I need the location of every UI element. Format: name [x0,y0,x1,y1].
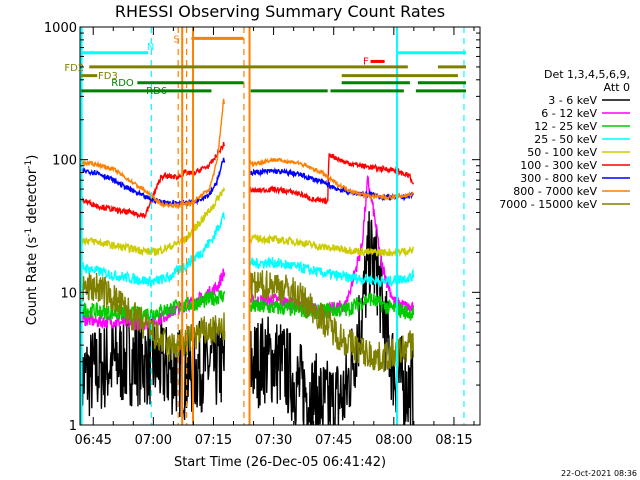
x-axis-label: Start Time (26-Dec-05 06:41:42) [174,455,386,470]
legend-label-5: 100 - 300 keV [520,159,597,172]
legend-entry-4: 50 - 100 keV [527,146,630,159]
flag-label-n: N [147,42,154,53]
flag-label-rdo: RDO [111,78,134,89]
x-tick-label-5: 08:00 [375,433,412,448]
chart-title: RHESSI Observing Summary Count Rates [115,2,445,21]
series-line-0-segment-0 [80,314,226,425]
legend-label-3: 25 - 50 keV [534,133,597,146]
series-line-6-segment-1 [250,166,415,202]
series-line-6-segment-0 [80,157,226,207]
flag-label-fd2: FD2 [64,63,84,74]
series-line-3-segment-0 [80,212,226,289]
y-axis-label-mid: detector [25,168,40,228]
series-line-2-segment-1 [249,293,415,321]
x-tick-label-4: 07:45 [315,433,352,448]
series-line-7-segment-1 [249,156,415,201]
x-tick-label-3: 07:30 [255,433,292,448]
series-line-8-segment-1 [249,270,415,373]
legend-entry-8: 7000 - 15000 keV [499,198,630,211]
y-axis-label-sup1: -1 [24,228,34,237]
y-tick-label-2: 100 [52,154,77,169]
y-tick-label-1: 10 [60,286,77,301]
flag-label-rd6: RD6 [146,86,167,97]
plot-area [80,27,466,425]
flag-label-f: F [363,56,369,67]
y-axis-label-end: ) [25,155,40,160]
legend-label-6: 300 - 800 keV [520,172,597,185]
legend-entry-0: 3 - 6 keV [548,94,630,107]
footer-timestamp: 22-Oct-2021 08:36 [561,469,637,478]
legend-entry-5: 100 - 300 keV [520,159,630,172]
legend-entry-3: 25 - 50 keV [534,133,630,146]
legend-label-1: 6 - 12 keV [541,107,597,120]
legend-header-line2: Att 0 [604,81,630,94]
series-line-1-segment-0 [80,268,226,331]
legend-label-2: 12 - 25 keV [534,120,597,133]
series-line-5-segment-1 [249,153,415,205]
series-line-4-segment-0 [80,186,226,257]
y-axis-label-sup2: -1 [24,160,34,169]
series-line-5-segment-0 [80,142,226,220]
series-line-7-segment-0 [80,98,226,209]
x-tick-label-2: 07:15 [195,433,232,448]
x-tick-label-0: 06:45 [74,433,111,448]
y-tick-label-3: 1000 [44,21,77,36]
series-line-1-segment-1 [249,175,415,319]
flag-label-s: S [173,34,179,45]
plot-frame [79,26,481,426]
legend-label-7: 800 - 7000 keV [513,185,597,198]
series-line-3-segment-1 [249,256,415,288]
legend-entry-6: 300 - 800 keV [520,172,630,185]
series-line-8-segment-0 [80,272,226,362]
legend-entry-7: 800 - 7000 keV [513,185,630,198]
series-line-2-segment-0 [80,290,226,324]
x-tick-label-1: 07:00 [135,433,172,448]
y-axis-label: Count Rate (s-1 detector-1) [24,155,40,326]
flag-label-fd3: FD3 [98,71,118,82]
legend-entry-2: 12 - 25 keV [534,120,630,133]
legend-label-4: 50 - 100 keV [527,146,597,159]
legend-header-line1: Det 1,3,4,5,6,9, [544,68,630,81]
series-line-4-segment-1 [249,233,415,258]
y-axis-label-main: Count Rate (s [25,237,40,326]
series-line-0-segment-1 [249,211,415,425]
legend-entry-1: 6 - 12 keV [541,107,630,120]
x-tick-label-6: 08:15 [435,433,472,448]
legend-label-8: 7000 - 15000 keV [499,198,597,211]
y-tick-label-0: 1 [69,419,77,434]
legend-label-0: 3 - 6 keV [548,94,597,107]
